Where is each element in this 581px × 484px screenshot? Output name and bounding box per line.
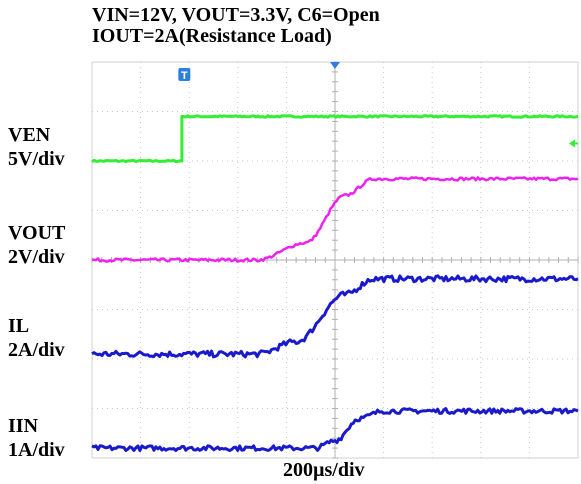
x-axis-label: 200µs/div [283,459,365,481]
channel-scale-vout: 2V/div [8,246,65,268]
channel-scale-ven: 5V/div [8,148,65,170]
channel-name-il: IL [8,315,30,337]
trace-ven [91,114,579,164]
channel-name-vout: VOUT [8,222,66,244]
time-position-marker-icon [330,62,340,69]
trigger-marker-label: T [181,70,188,82]
markers: T [178,62,578,148]
trace-vout [91,176,579,263]
channel-name-iin: IIN [8,415,39,437]
channel-scale-il: 2A/div [8,339,65,361]
chart-title-line2: IOUT=2A(Resistance Load) [92,25,332,47]
channel-scale-iin: 1A/div [8,439,65,461]
ven-level-arrow-icon [569,139,575,148]
chart-title-line1: VIN=12V, VOUT=3.3V, C6=Open [92,4,380,26]
trace-iin [91,407,579,452]
trace-il [91,274,579,359]
channel-name-ven: VEN [8,124,51,146]
traces [91,114,579,452]
trigger-marker-icon [178,68,191,81]
